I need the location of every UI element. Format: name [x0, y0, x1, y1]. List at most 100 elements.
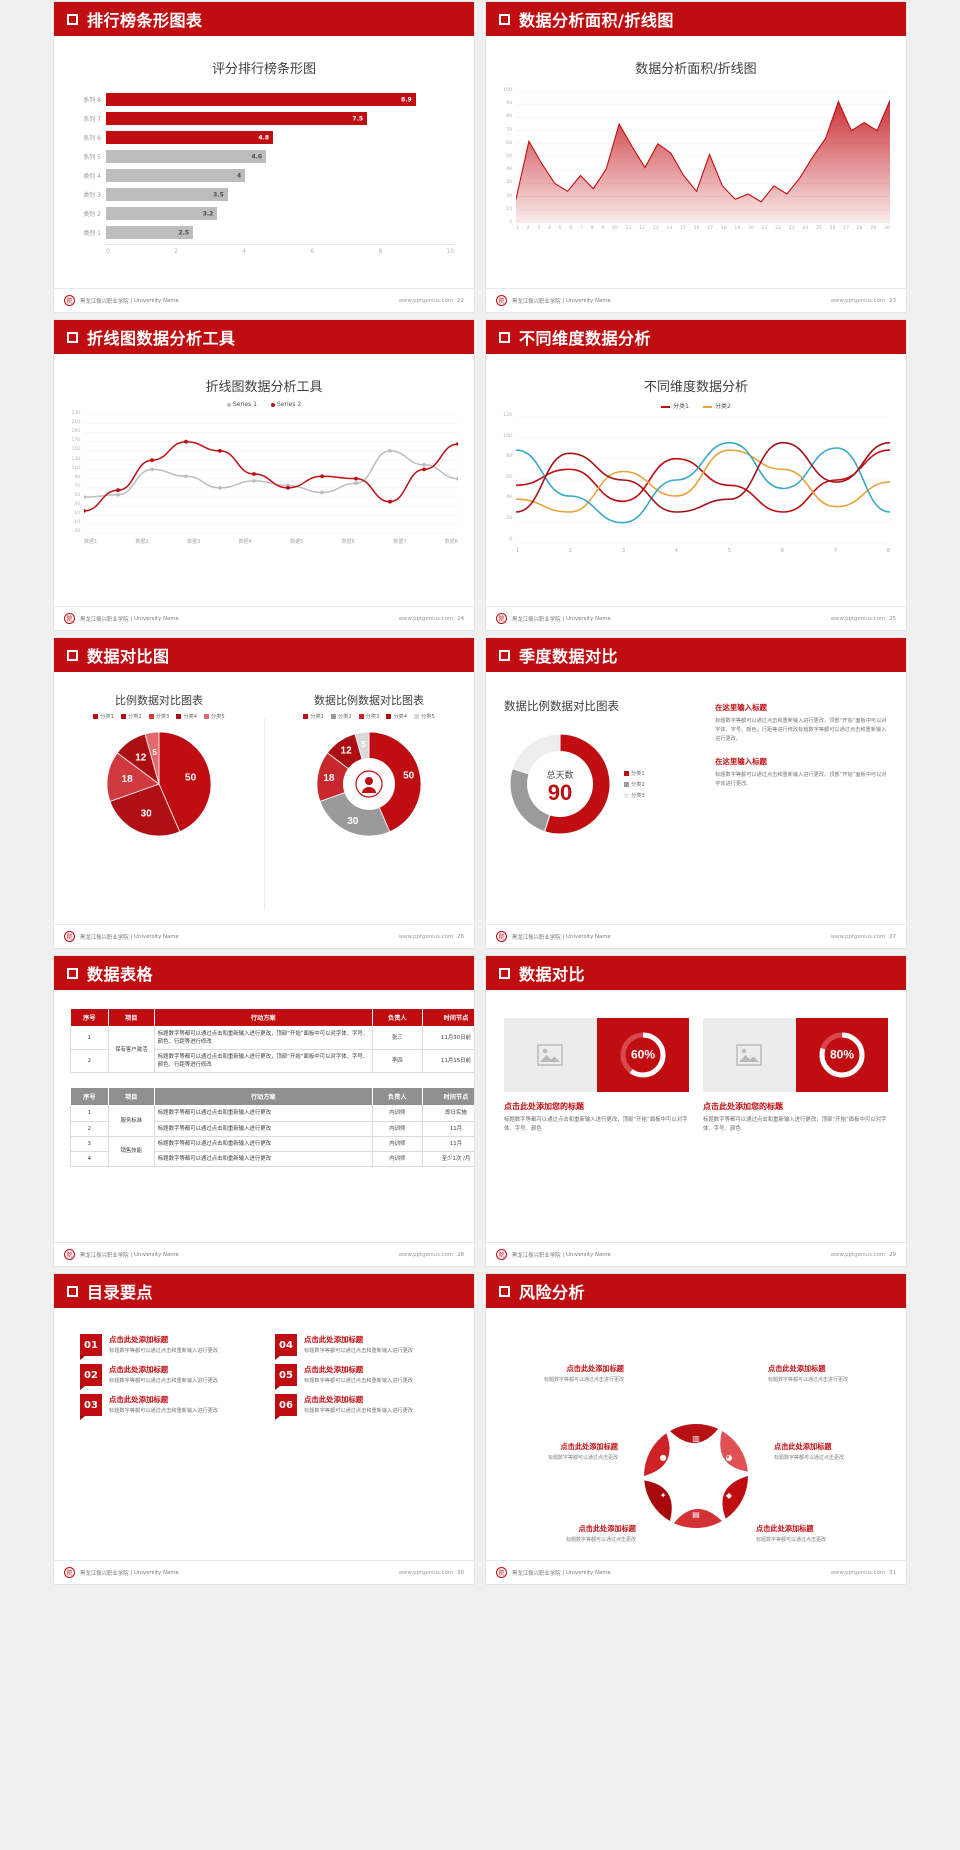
- footer-university: 黑龙江振兴职业学院: [512, 934, 561, 941]
- university-logo-icon: 院: [496, 295, 507, 306]
- slide-tables: 数据表格 序号 项目 行动方案 负责人 时间节点 1 保有客户激活 标题数字等都可以通过点击和…: [54, 956, 474, 1266]
- list-item[interactable]: 01 点击此处添加标题 标题数字等都可以通过点击和重新输入进行更改: [80, 1334, 253, 1360]
- footer-university: 黑龙江振兴职业学院: [512, 298, 561, 305]
- slide-header: 数据对比: [486, 956, 906, 990]
- svg-text:50: 50: [403, 771, 415, 782]
- slide-quarterly: 季度数据对比 数据比例数据对比图表 总天数 90 分类1 分类2 分类3 在这里输入标…: [486, 638, 906, 948]
- axis-tick: 60: [506, 474, 512, 480]
- legend-item: Series 2: [271, 401, 301, 408]
- slide-body: 比例数据对比图表 分类1 分类2 分类3 分类4 分类5 50 30 18 12 5 数据比例数…: [54, 672, 474, 924]
- axis-tick: 3: [537, 226, 541, 231]
- legend-label: 分类2: [715, 403, 731, 410]
- axis-tick: 120: [503, 413, 512, 418]
- node-body: 标题数字等都可以通过点击更改: [756, 1537, 827, 1543]
- list-item[interactable]: 06 点击此处添加标题 标题数字等都可以通过点击和重新输入进行更改: [275, 1394, 448, 1420]
- axis-tick: 2: [568, 548, 573, 554]
- legend-item: 分类4: [176, 713, 197, 720]
- chart-title: 评分排行榜条形图: [211, 62, 316, 77]
- legend-swatch-icon: [661, 405, 671, 408]
- legend-label: 分类5: [211, 714, 225, 720]
- item-body: 标题数字等都可以通过点击和重新输入进行更改: [109, 1408, 218, 1414]
- bar-label: 系列 7: [83, 116, 101, 123]
- bar: 7.5: [106, 112, 367, 125]
- slide-multi-dimension: 不同维度数据分析 不同维度数据分析 分类1 分类2 120 100 80 60 40 20…: [486, 320, 906, 630]
- table-row: 系列 5 4.6: [62, 148, 454, 165]
- axis-tick: 7: [580, 226, 583, 231]
- table-header-cell: 行动方案: [153, 1008, 373, 1027]
- list-item[interactable]: 04 点击此处添加标题 标题数字等都可以通过点击和重新输入进行更改: [275, 1334, 448, 1360]
- risk-node: 点击此处添加标题 标题数字等都可以通过点击进行更改: [768, 1364, 888, 1384]
- legend-swatch-icon: [303, 714, 309, 719]
- axis-tick: 30: [74, 502, 80, 507]
- axis-tick: 2: [174, 248, 178, 255]
- axis-tick: 数据1: [84, 539, 98, 545]
- card-heading: 点击此处添加您的标题: [504, 1102, 584, 1111]
- legend-item: 分类2: [120, 713, 142, 720]
- table-row: 类别 1 2.5: [62, 224, 454, 241]
- bar-label: 系列 6: [83, 135, 101, 142]
- footer-university-en: | University Name: [130, 1251, 179, 1258]
- footer-page: 23: [889, 297, 896, 304]
- footer-page: 22: [457, 297, 464, 304]
- table-header-cell: 序号: [70, 1008, 109, 1027]
- x-axis: 1 2 3 4 5 6 7 8 9 10 11 12 13 14 15 16 17 18 19 20 21 22 23 24 2…: [516, 223, 890, 231]
- footer-page: 29: [889, 1251, 896, 1258]
- list-item[interactable]: 02 点击此处添加标题 标题数字等都可以通过点击和重新输入进行更改: [80, 1364, 253, 1390]
- svg-text:30: 30: [141, 809, 153, 820]
- chart-legend: 分类1 分类2 分类3 分类4 分类5: [54, 713, 264, 720]
- square-bullet-icon: [67, 649, 78, 661]
- slide-header: 排行榜条形图表: [54, 2, 474, 36]
- university-logo-icon: 院: [496, 931, 507, 942]
- bar-value: 4: [237, 172, 242, 179]
- legend-label: 分类1: [673, 403, 689, 410]
- risk-node: 点击此处添加标题 标题数字等都可以通过点击进行更改: [504, 1364, 624, 1384]
- legend-item: 分类3: [624, 792, 645, 799]
- slide-title: 目录要点: [87, 1283, 154, 1302]
- list-item[interactable]: 03 点击此处添加标题 标题数字等都可以通过点击和重新输入进行更改: [80, 1394, 253, 1420]
- bar-label: 类别 1: [83, 230, 101, 237]
- axis-tick: 12: [639, 226, 646, 231]
- axis-tick: 30: [883, 226, 890, 231]
- y-axis: 230 210 190 170 150 130 110 90 70 50 30 10 -10 -30: [62, 411, 82, 534]
- axis-tick: 21: [761, 226, 768, 231]
- table-cell: 4: [70, 1150, 109, 1167]
- slide-header: 数据分析面积/折线图: [486, 2, 906, 36]
- legend-swatch-icon: [271, 402, 275, 407]
- bar-label: 系列 8: [83, 97, 101, 104]
- legend-label: 分类2: [127, 714, 142, 720]
- svg-text:◕: ◕: [725, 1453, 732, 1462]
- text-heading: 在这里输入标题: [715, 703, 767, 712]
- table-cell: 内训师: [371, 1120, 423, 1137]
- legend-item: 分类1: [303, 713, 324, 720]
- square-bullet-icon: [499, 331, 510, 343]
- svg-text:▥: ▥: [692, 1434, 700, 1443]
- footer-page: 26: [457, 933, 464, 940]
- legend-item: 分类3: [148, 713, 170, 720]
- card-body: 标题数字等都可以通过点击和重新输入进行更改，顶部“开始”面板中可以对字体、字号、…: [504, 1117, 688, 1133]
- axis-tick: 数据8: [444, 539, 458, 545]
- list-item[interactable]: 05 点击此处添加标题 标题数字等都可以通过点击和重新输入进行更改: [275, 1364, 448, 1390]
- legend-swatch-icon: [386, 714, 392, 719]
- slide-body: 60% 点击此处添加您的标题 标题数字等都可以通过点击和重新输入进行更改，顶部“…: [486, 990, 906, 1242]
- bar-track: 3.5: [106, 188, 454, 201]
- axis-tick: 13: [652, 226, 659, 231]
- item-body: 标题数字等都可以通过点击和重新输入进行更改: [109, 1348, 218, 1354]
- axis-tick: 10: [506, 206, 512, 212]
- axis-tick: 10: [74, 511, 80, 517]
- svg-text:30: 30: [347, 816, 359, 827]
- university-logo-icon: 院: [64, 1567, 75, 1578]
- legend-swatch-icon: [703, 405, 712, 408]
- chart-legend: 分类1 分类2 分类3 分类4 分类5: [264, 713, 474, 720]
- legend-label: 分类3: [155, 714, 170, 720]
- axis-tick: 6: [310, 248, 315, 255]
- legend-label: Series 2: [277, 401, 302, 408]
- slide-body: 数据比例数据对比图表 总天数 90 分类1 分类2 分类3 在这里输入标题 标题数字等…: [486, 672, 906, 924]
- node-heading: 点击此处添加标题: [566, 1364, 624, 1373]
- pie-chart-right: 数据比例数据对比图表 分类1 分类2 分类3 分类4 分类5 50 30 18 12 5: [264, 692, 474, 842]
- footer-university-en: | University Name: [562, 615, 611, 622]
- axis-tick: 70: [74, 483, 80, 489]
- axis-tick: 90: [74, 474, 80, 480]
- table-cell: 1: [70, 1105, 109, 1122]
- slide-title: 数据对比: [519, 965, 586, 984]
- axis-tick: 28: [856, 226, 863, 231]
